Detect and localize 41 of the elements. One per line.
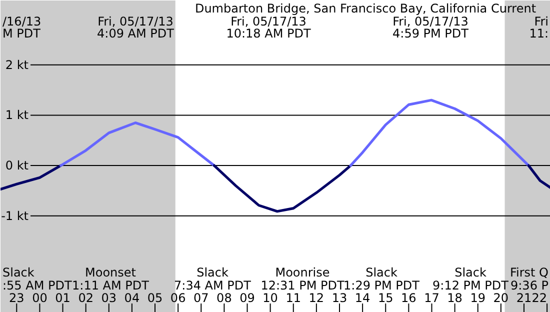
x-tick-label: 00 xyxy=(32,291,48,305)
annotation: Fri, 05/17/13 4:59 PM PDT xyxy=(392,14,470,40)
x-tick-label: 04 xyxy=(124,291,140,305)
x-tick-label: 01 xyxy=(55,291,70,305)
annotation: Fri, 05/17/13 10:18 AM PDT xyxy=(226,14,312,40)
x-tick-label: 13 xyxy=(332,291,348,305)
x-tick-label: 14 xyxy=(354,291,370,305)
x-tick-label: 12 xyxy=(308,291,324,305)
x-tick-label: 02 xyxy=(78,291,94,305)
annotation: Slack :55 AM PDT xyxy=(2,266,72,292)
annotation: Slack 7:34 AM PDT xyxy=(174,266,252,292)
y-tick-label: 0 kt xyxy=(5,158,29,173)
y-tick-label: 1 kt xyxy=(5,108,29,122)
x-tick-label: 17 xyxy=(424,291,440,305)
x-tick-label: 19 xyxy=(470,291,486,305)
annotation: Fri 11: xyxy=(529,14,548,40)
x-tick-label: 03 xyxy=(101,291,117,305)
y-tick-label: 2 kt xyxy=(5,58,29,72)
annotation: First Q 9:36 P xyxy=(510,266,548,292)
x-tick-label: 21 xyxy=(516,291,532,305)
x-tick-label: 09 xyxy=(240,291,255,305)
annotation: Moonrise 12:31 PM PDT xyxy=(260,266,345,292)
annotation: Slack 9:12 PM PDT xyxy=(432,266,510,292)
x-tick-label: 06 xyxy=(170,291,186,305)
x-tick-label: 15 xyxy=(378,291,394,305)
y-tick-label: -1 kt xyxy=(1,208,29,223)
annotation: Fri, 05/17/13 4:09 AM PDT xyxy=(97,14,175,40)
x-tick-label: 05 xyxy=(147,291,163,305)
x-tick-label: 22 xyxy=(532,291,548,305)
annotation: Moonset 1:11 AM PDT xyxy=(72,266,150,292)
x-tick-label: 11 xyxy=(286,291,302,305)
x-tick-label: 18 xyxy=(447,291,462,305)
x-tick-label: 20 xyxy=(493,291,509,305)
annotation: Slack 1:29 PM PDT xyxy=(344,266,420,292)
x-tick-label: 07 xyxy=(193,291,209,305)
x-tick-label: 10 xyxy=(262,291,278,305)
x-tick-label: 08 xyxy=(216,291,232,305)
x-tick-label: 23 xyxy=(9,291,24,305)
chart-title: Dumbarton Bridge, San Francisco Bay, California Current xyxy=(194,2,536,16)
annotation: /16/13 M PDT xyxy=(2,14,42,40)
x-tick-label: 16 xyxy=(401,291,416,305)
